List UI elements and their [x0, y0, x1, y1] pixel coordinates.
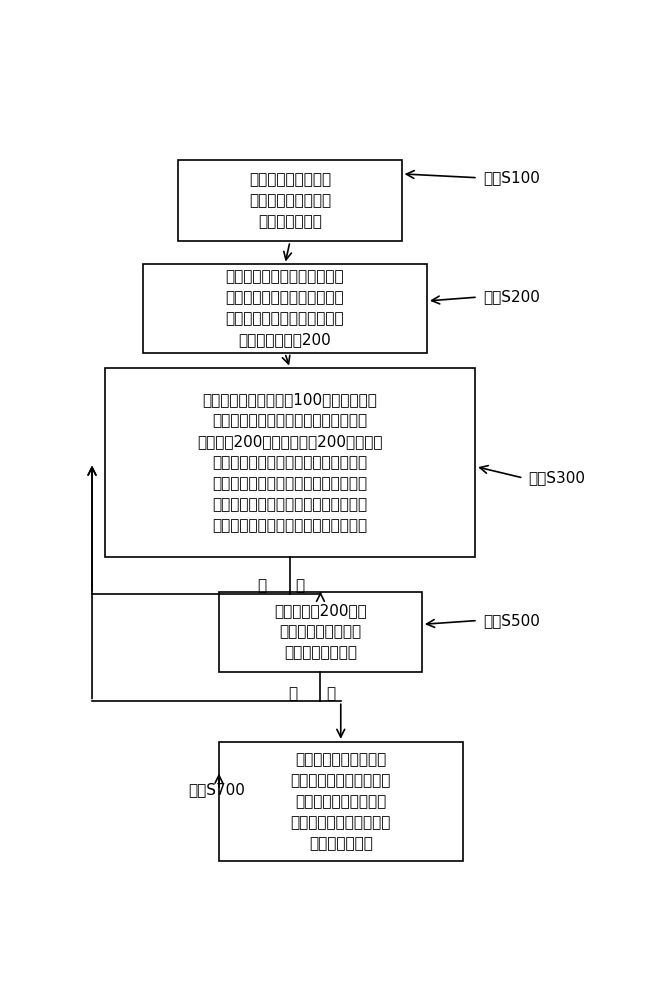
Text: 充电锤电池管理子系统100上传检测到的
充电锤电池实际消耗的能量焦耳数至云
端服务器200，云端服务器200计算充电
锤电池实际消耗的能量焦耳数占充电锤
电池在: 充电锤电池管理子系统100上传检测到的 充电锤电池实际消耗的能量焦耳数至云 端服… — [197, 392, 383, 533]
Bar — [143, 264, 427, 353]
Bar — [219, 742, 462, 861]
Bar — [105, 368, 476, 557]
Text: 预付押金进行下单租
赁充电锤电池，充电
锤电池进行交付: 预付押金进行下单租 赁充电锤电池，充电 锤电池进行交付 — [249, 172, 331, 229]
Text: 充电锤电池上锁停止使
用，返还交付充电锤电电
池，退回充电锤电池预
付押金，整个充电锤电电
池租赁过程结束: 充电锤电池上锁停止使 用，返还交付充电锤电电 池，退回充电锤电池预 付押金，整个… — [291, 752, 391, 851]
Text: 步骤S700: 步骤S700 — [189, 782, 246, 797]
Bar — [178, 160, 402, 241]
Text: 步骤S500: 步骤S500 — [483, 613, 540, 628]
Text: 步骤S200: 步骤S200 — [483, 290, 540, 305]
Text: 云端服务器200判断
充电锤电池是否还有
新的预付租赁费用: 云端服务器200判断 充电锤电池是否还有 新的预付租赁费用 — [274, 604, 367, 661]
Text: 是: 是 — [295, 578, 305, 593]
Text: 通过支付预付租赁费用实现充
电锤电池进行解锁使用，并将
充电锤电池的解锁信息实时上
传至云端服务器200: 通过支付预付租赁费用实现充 电锤电池进行解锁使用，并将 充电锤电池的解锁信息实时… — [225, 270, 345, 348]
Text: 步骤S100: 步骤S100 — [483, 170, 540, 185]
Bar — [219, 592, 422, 672]
Text: 否: 否 — [257, 578, 267, 593]
Text: 步骤S300: 步骤S300 — [529, 471, 586, 486]
Text: 否: 否 — [326, 686, 335, 701]
Text: 是: 是 — [288, 686, 297, 701]
